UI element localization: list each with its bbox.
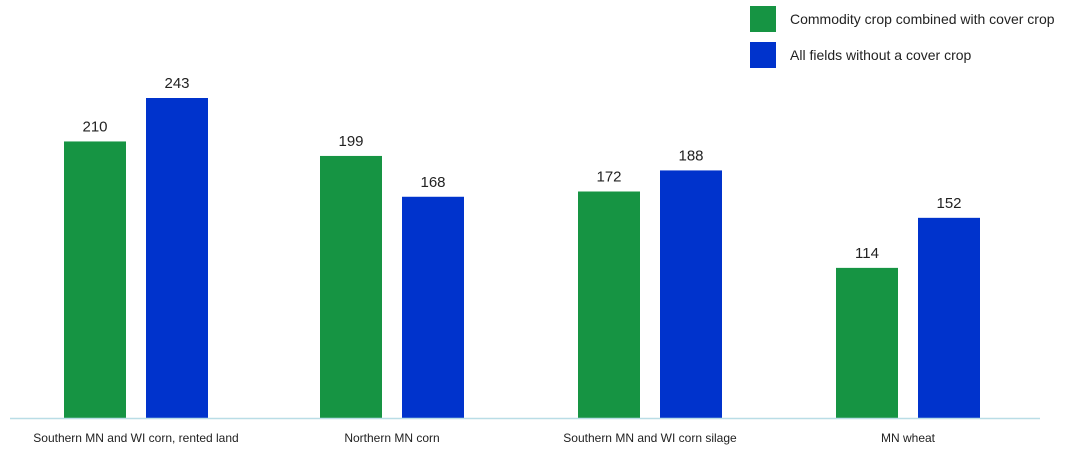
value-label-mn-wheat-series-1: 114 [855,245,879,262]
legend-label-no-cover-crop: All fields without a cover crop [790,47,972,63]
legend-item-cover-crop: Commodity crop combined with cover crop [750,6,1055,32]
value-label-southern-mn-and-wi-corn-silage-series-1: 172 [596,168,621,185]
x-tick-label-northern-mn-corn: Northern MN corn [344,431,439,445]
bar-mn-wheat-series-2 [918,217,980,418]
legend-item-no-cover-crop: All fields without a cover crop [750,42,1055,68]
legend: Commodity crop combined with cover crop … [750,6,1055,78]
bar-northern-mn-corn-series-2 [402,196,464,418]
legend-swatch-no-cover-crop [750,42,776,68]
bar-northern-mn-corn-series-1 [320,155,382,418]
legend-label-cover-crop: Commodity crop combined with cover crop [790,11,1055,27]
value-label-southern-mn-and-wi-corn-silage-series-2: 188 [678,147,703,164]
value-label-northern-mn-corn-series-1: 199 [338,133,363,150]
bar-mn-wheat-series-1 [836,267,898,418]
bar-southern-mn-and-wi-corn-silage-series-2 [660,170,722,418]
value-label-mn-wheat-series-2: 152 [936,195,961,212]
value-label-southern-mn-and-wi-corn-rented-land-series-1: 210 [82,118,107,135]
bar-southern-mn-and-wi-corn-rented-land-series-1 [64,141,126,418]
x-tick-label-mn-wheat: MN wheat [881,431,936,445]
bar-southern-mn-and-wi-corn-rented-land-series-2 [146,98,208,418]
value-label-northern-mn-corn-series-2: 168 [420,174,445,191]
x-tick-label-southern-mn-and-wi-corn-silage: Southern MN and WI corn silage [563,431,737,445]
x-tick-label-southern-mn-and-wi-corn-rented-land: Southern MN and WI corn, rented land [33,431,238,445]
value-label-southern-mn-and-wi-corn-rented-land-series-2: 243 [164,75,189,92]
legend-swatch-cover-crop [750,6,776,32]
bar-southern-mn-and-wi-corn-silage-series-1 [578,191,640,418]
